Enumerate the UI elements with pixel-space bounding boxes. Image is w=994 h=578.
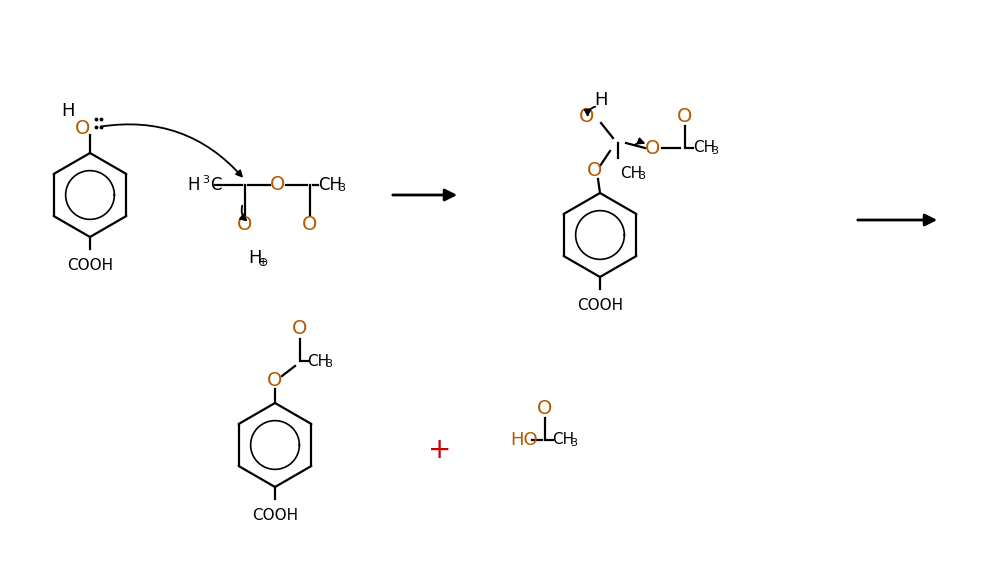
Text: H: H bbox=[188, 176, 200, 194]
Text: CH: CH bbox=[693, 140, 715, 155]
Text: 3: 3 bbox=[711, 146, 718, 156]
Text: 3: 3 bbox=[202, 175, 209, 185]
Text: O: O bbox=[538, 398, 553, 417]
Text: H: H bbox=[594, 91, 607, 109]
Text: ⊕: ⊕ bbox=[257, 257, 268, 269]
Text: 3: 3 bbox=[570, 438, 577, 448]
Text: O: O bbox=[580, 106, 594, 125]
Text: 3: 3 bbox=[325, 359, 332, 369]
Text: C: C bbox=[210, 176, 222, 194]
Text: COOH: COOH bbox=[251, 507, 298, 523]
Text: COOH: COOH bbox=[577, 298, 623, 313]
Text: CH: CH bbox=[620, 165, 642, 180]
Text: O: O bbox=[292, 320, 308, 339]
Text: 3: 3 bbox=[638, 171, 645, 181]
Text: 3: 3 bbox=[338, 183, 345, 193]
Text: COOH: COOH bbox=[67, 258, 113, 272]
Text: O: O bbox=[270, 176, 285, 195]
Text: O: O bbox=[76, 120, 90, 139]
Text: CH: CH bbox=[318, 176, 342, 194]
Text: HO: HO bbox=[510, 431, 538, 449]
Text: +: + bbox=[428, 436, 451, 464]
Text: CH: CH bbox=[552, 432, 575, 447]
Text: H: H bbox=[248, 249, 261, 267]
Text: O: O bbox=[587, 161, 602, 180]
Text: O: O bbox=[645, 139, 661, 157]
Text: H: H bbox=[62, 102, 75, 120]
Text: CH: CH bbox=[307, 354, 329, 369]
Text: O: O bbox=[238, 216, 252, 235]
Text: O: O bbox=[267, 372, 282, 391]
Text: O: O bbox=[677, 106, 693, 125]
Text: O: O bbox=[302, 216, 318, 235]
